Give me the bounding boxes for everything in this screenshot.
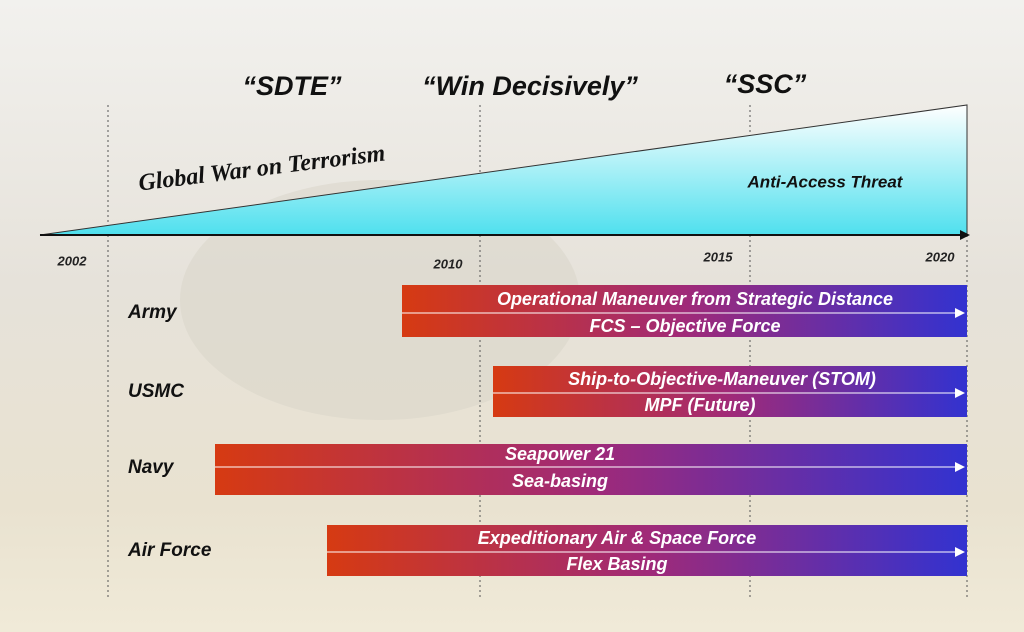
year-label: 2010: [433, 256, 464, 271]
bar-text: FCS – Objective Force: [589, 316, 780, 336]
bar-text: Seapower 21: [505, 444, 615, 464]
year-label: 2002: [57, 253, 88, 268]
diagram: “SDTE” “Win Decisively” “SSC” Global War…: [0, 0, 1024, 632]
service-label: USMC: [128, 381, 184, 402]
threat-label: Anti-Access Threat: [747, 172, 904, 191]
era-label: “SDTE”: [242, 71, 342, 101]
bar-text: MPF (Future): [645, 395, 756, 415]
row: Navy Seapower 21 Sea-basing: [128, 444, 967, 495]
service-label: Navy: [128, 457, 175, 478]
bar-text: Sea-basing: [512, 471, 608, 491]
year-label: 2015: [703, 249, 734, 264]
bar-text: Expeditionary Air & Space Force: [478, 528, 756, 548]
bar-text: Ship-to-Objective-Maneuver (STOM): [568, 369, 876, 389]
service-label: Army: [127, 302, 178, 323]
bar-text: Flex Basing: [566, 554, 667, 574]
era-label: “SSC”: [724, 69, 807, 99]
service-label: Air Force: [127, 540, 212, 561]
bar-text: Operational Maneuver from Strategic Dist…: [497, 289, 893, 309]
era-label: “Win Decisively”: [422, 71, 638, 101]
year-label: 2020: [925, 249, 956, 264]
